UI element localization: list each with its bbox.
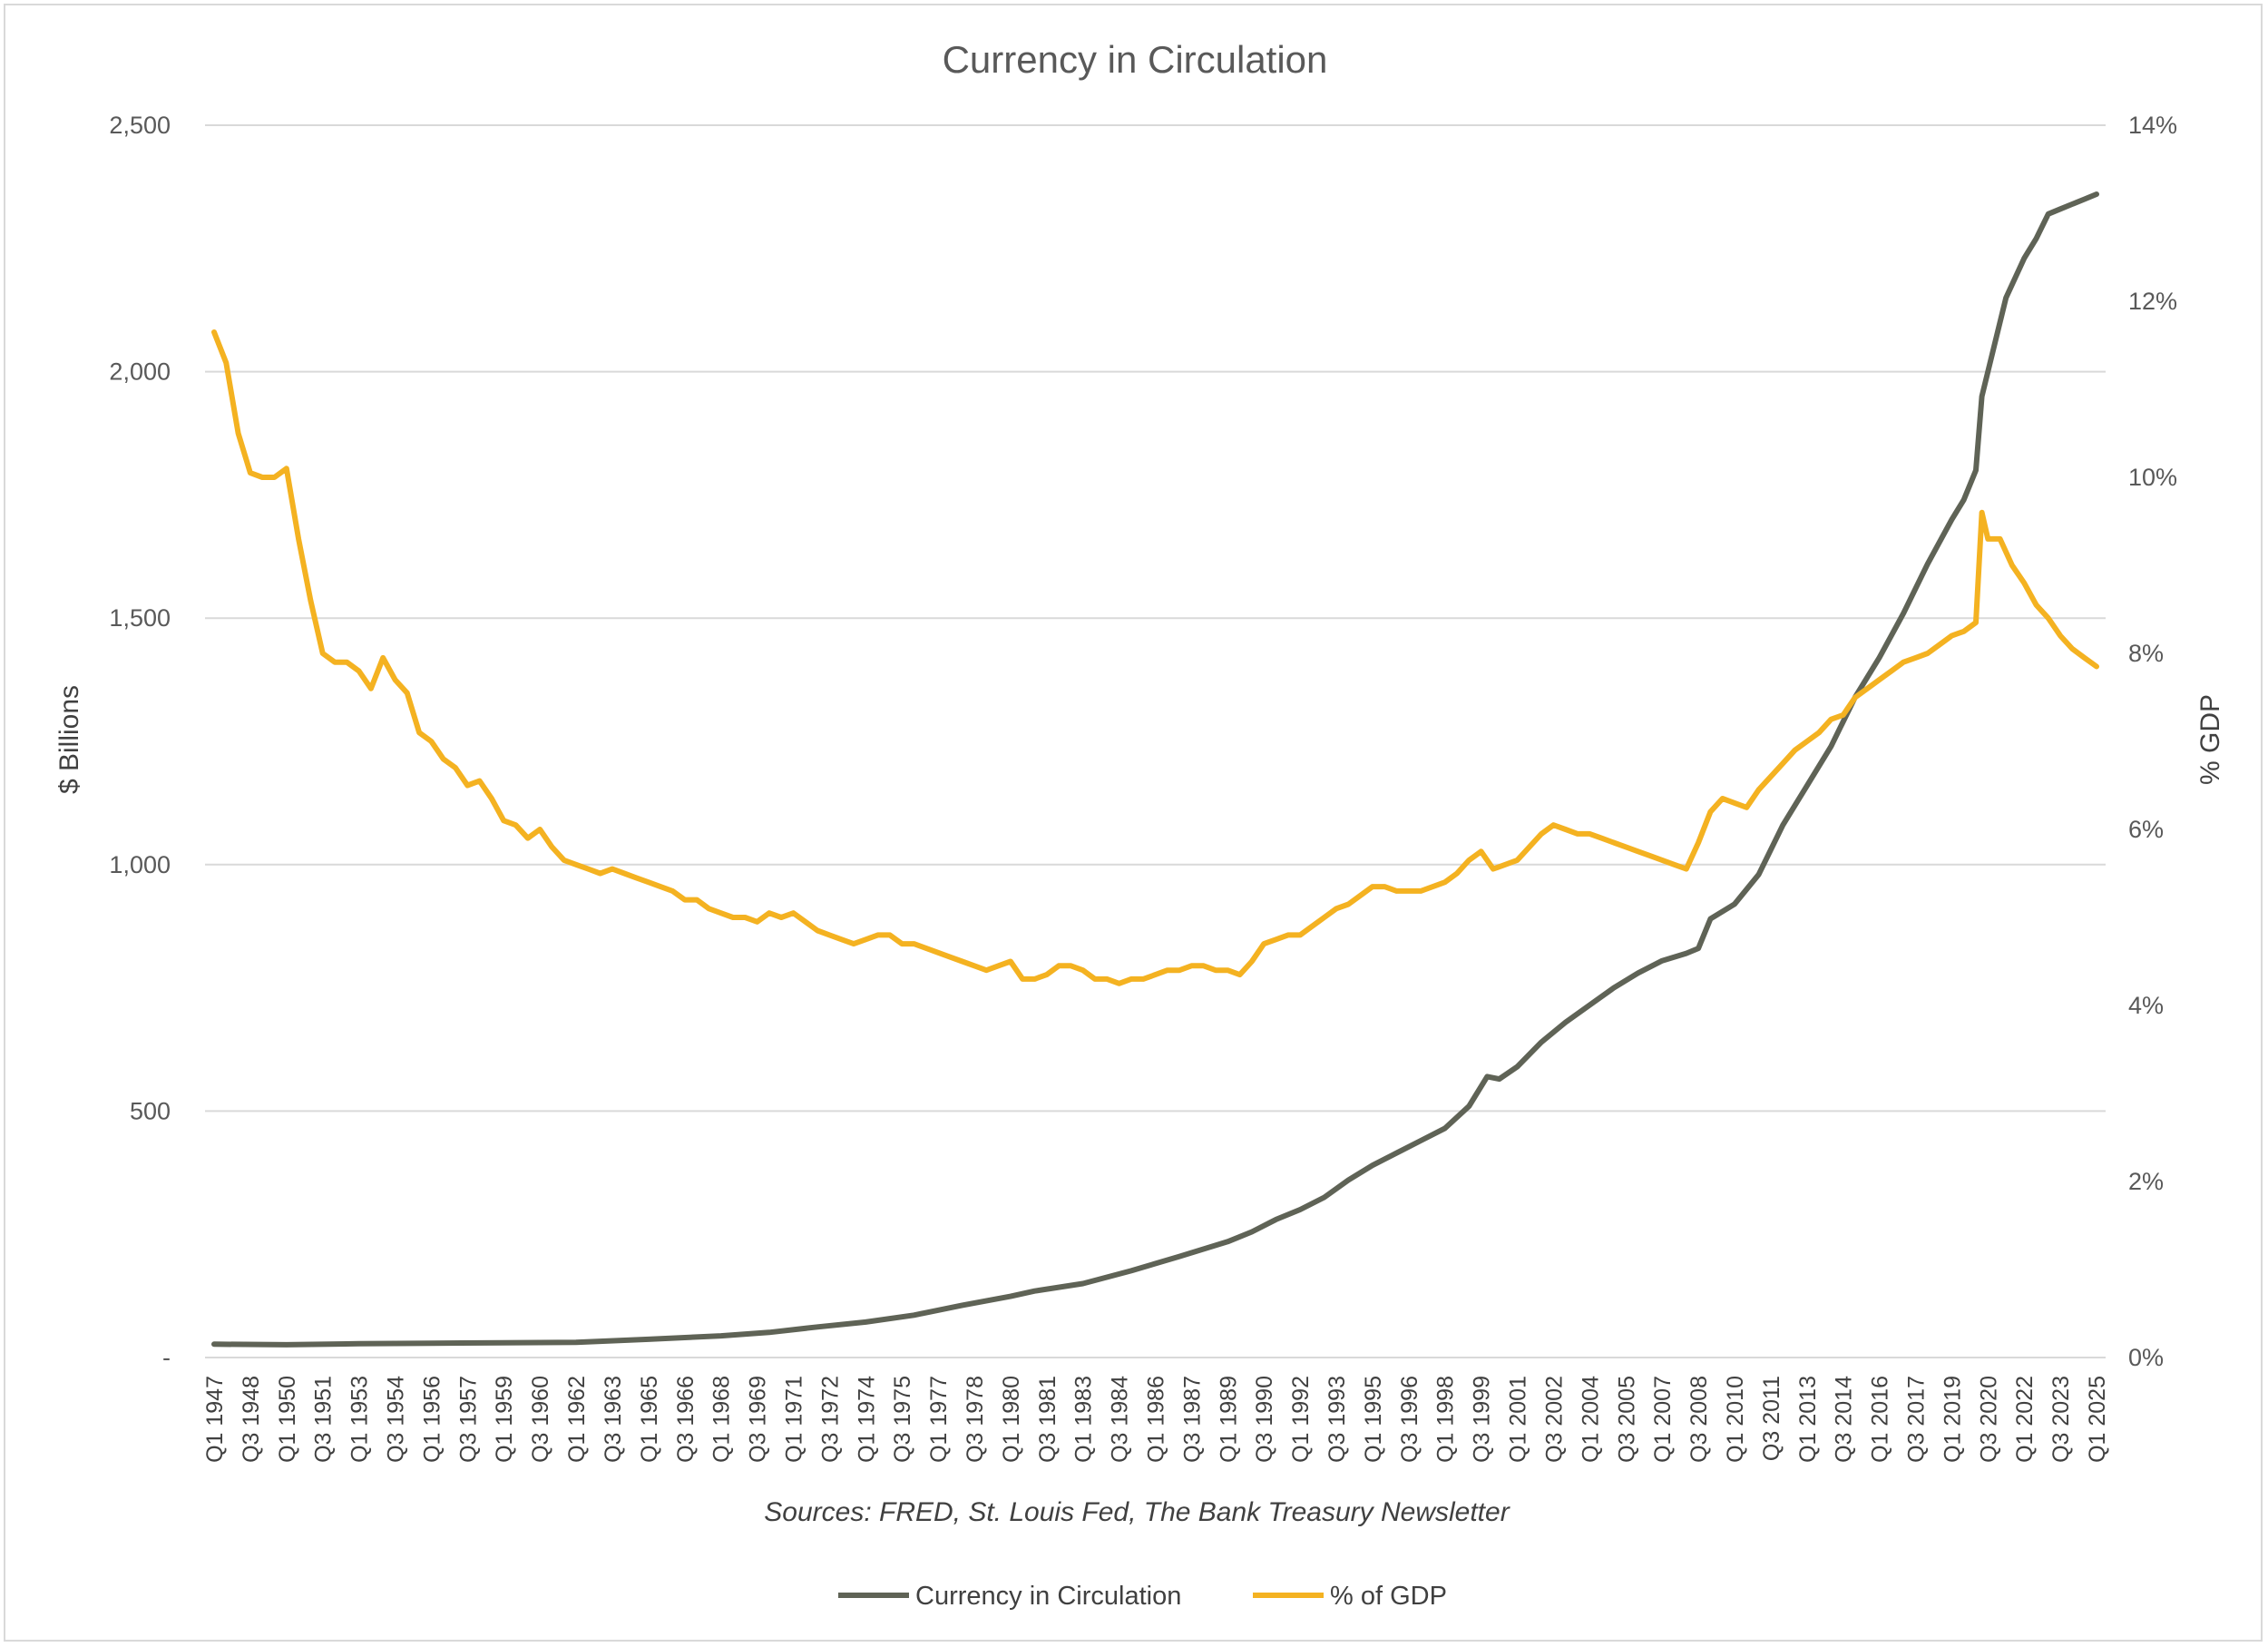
x-tick-label: Q1 2007 <box>1650 1376 1676 1463</box>
x-tick-label: Q1 2004 <box>1578 1376 1603 1463</box>
x-tick-label: Q3 1993 <box>1325 1376 1350 1463</box>
left-tick-label: 2,500 <box>109 112 171 139</box>
x-tick-label: Q3 1996 <box>1397 1376 1422 1463</box>
chart-frame: Currency in Circulation - 500 1,000 1,500 2,… <box>4 4 2263 1642</box>
x-tick-label: Q1 1956 <box>419 1376 445 1463</box>
series-lines <box>211 191 2099 1348</box>
right-tick-label: 12% <box>2128 288 2177 315</box>
x-tick-label: Q1 1974 <box>854 1376 879 1463</box>
right-axis-title: % GDP <box>2195 694 2225 785</box>
x-tick-label: Q3 1963 <box>601 1376 626 1463</box>
x-tick-label: Q1 1986 <box>1144 1376 1169 1463</box>
x-tick-label: Q3 2020 <box>1976 1376 2001 1463</box>
series-line-of-gdp <box>211 329 2099 986</box>
x-tick-label: Q3 2017 <box>1903 1376 1929 1463</box>
x-tick-label: Q3 1954 <box>384 1376 409 1463</box>
right-tick-label: 4% <box>2128 992 2164 1019</box>
left-axis-title: $ Billions <box>54 685 84 794</box>
x-tick-label: Q3 2008 <box>1686 1376 1712 1463</box>
x-tick-label: Q1 2010 <box>1723 1376 1748 1463</box>
legend-label: Currency in Circulation <box>915 1582 1181 1611</box>
x-tick-label: Q1 1950 <box>275 1376 300 1463</box>
right-axis-ticks: 0% 2% 4% 6% 8% 10% 12% 14% <box>2128 112 2177 1371</box>
left-tick-label: 1,000 <box>109 851 171 878</box>
currency-chart: Currency in Circulation - 500 1,000 1,500 2,… <box>54 38 2225 1611</box>
x-tick-label: Q3 2005 <box>1614 1376 1639 1463</box>
x-tick-label: Q3 2002 <box>1541 1376 1567 1463</box>
chart-title: Currency in Circulation <box>943 38 1328 81</box>
left-tick-label: - <box>162 1344 171 1371</box>
left-tick-label: 2,000 <box>109 358 171 386</box>
x-tick-label: Q3 2011 <box>1759 1376 1784 1461</box>
x-tick-label: Q1 2019 <box>1940 1376 1965 1463</box>
x-tick-label: Q3 1981 <box>1035 1376 1061 1463</box>
x-tick-label: Q1 1953 <box>347 1376 373 1463</box>
x-tick-label: Q1 1962 <box>564 1376 590 1463</box>
right-tick-label: 2% <box>2128 1168 2164 1195</box>
x-tick-label: Q3 1951 <box>311 1376 337 1463</box>
x-tick-label: Q1 2022 <box>2012 1376 2038 1463</box>
x-tick-label: Q3 1972 <box>817 1376 843 1463</box>
x-tick-label: Q1 1968 <box>709 1376 735 1463</box>
x-tick-label: Q3 1957 <box>455 1376 481 1463</box>
x-tick-label: Q3 1990 <box>1252 1376 1277 1463</box>
x-tick-label: Q1 1977 <box>926 1376 952 1463</box>
left-tick-label: 500 <box>130 1097 171 1124</box>
legend-label: % of GDP <box>1330 1582 1447 1611</box>
x-tick-label: Q1 1992 <box>1288 1376 1314 1463</box>
x-tick-label: Q1 1989 <box>1216 1376 1241 1463</box>
x-tick-label: Q3 1984 <box>1108 1376 1133 1463</box>
x-tick-label: Q1 1965 <box>637 1376 662 1463</box>
left-tick-label: 1,500 <box>109 604 171 632</box>
x-tick-label: Q3 1969 <box>746 1376 771 1463</box>
x-tick-label: Q3 1966 <box>673 1376 699 1463</box>
x-tick-label: Q1 1980 <box>999 1376 1024 1463</box>
right-tick-label: 6% <box>2128 816 2164 843</box>
gridlines <box>205 124 2106 1358</box>
x-tick-label: Q3 1960 <box>528 1376 553 1463</box>
x-tick-label: Q3 1987 <box>1179 1376 1205 1463</box>
series-line-currency-in-circulation <box>211 191 2099 1348</box>
x-tick-label: Q3 1948 <box>239 1376 264 1463</box>
legend: Currency in Circulation % of GDP <box>838 1582 1447 1611</box>
x-tick-label: Q3 1999 <box>1470 1376 1495 1463</box>
x-axis-ticks: Q1 1947 Q3 1948 Q1 1950 Q3 1951 Q1 1953 Q3 19… <box>202 1376 2110 1463</box>
left-axis-ticks: - 500 1,000 1,500 2,000 2,500 <box>109 112 171 1371</box>
right-tick-label: 14% <box>2128 112 2177 139</box>
right-tick-label: 8% <box>2128 640 2164 667</box>
x-tick-label: Q1 1959 <box>492 1376 517 1463</box>
right-tick-label: 10% <box>2128 464 2177 491</box>
x-tick-label: Q1 1971 <box>781 1376 807 1463</box>
x-tick-label: Q1 2001 <box>1506 1376 1531 1463</box>
x-tick-label: Q1 1998 <box>1433 1376 1459 1463</box>
x-tick-label: Q3 1975 <box>890 1376 915 1463</box>
x-tick-label: Q1 2025 <box>2085 1376 2110 1463</box>
x-tick-label: Q1 2016 <box>1868 1376 1893 1463</box>
x-tick-label: Q1 1995 <box>1361 1376 1386 1463</box>
right-tick-label: 0% <box>2128 1344 2164 1371</box>
x-tick-label: Q1 1983 <box>1071 1376 1097 1463</box>
x-tick-label: Q3 1978 <box>963 1376 988 1463</box>
x-tick-label: Q1 1947 <box>202 1376 228 1463</box>
source-note: Sources: FRED, St. Louis Fed, The Bank T… <box>764 1497 1510 1527</box>
x-tick-label: Q3 2014 <box>1832 1376 1857 1463</box>
x-tick-label: Q3 2023 <box>2048 1376 2074 1463</box>
x-tick-label: Q1 2013 <box>1795 1376 1821 1463</box>
